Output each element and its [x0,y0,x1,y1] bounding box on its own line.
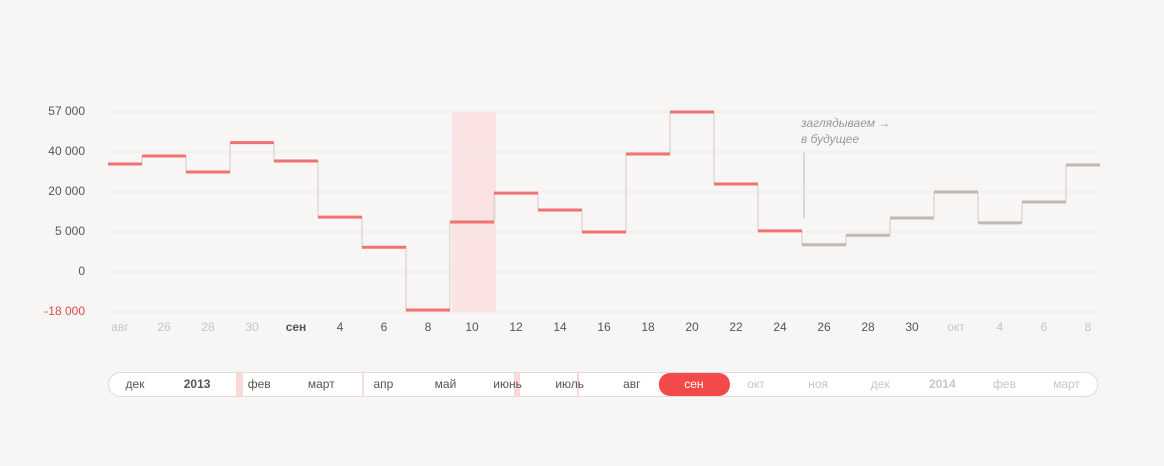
highlight-band [452,112,496,312]
y-tick-label: 40 000 [48,144,85,158]
x-tick-label: 8 [1085,320,1092,334]
timeline-item[interactable]: фев [248,377,271,391]
y-tick-label: 20 000 [48,184,85,198]
x-tick-label: сен [286,320,307,334]
x-tick-label: 6 [1041,320,1048,334]
timeline-item[interactable]: март [1053,377,1080,391]
x-tick-label: 28 [861,320,875,334]
x-tick-label: 30 [905,320,919,334]
x-tick-label: 24 [773,320,787,334]
x-tick-label: 28 [201,320,215,334]
x-tick-label: 30 [245,320,259,334]
timeline-item[interactable]: ноя [808,377,828,391]
timeline-item[interactable]: авг [623,377,641,391]
timeline-item[interactable]: дек [126,377,146,391]
timeline-item[interactable]: фев [993,377,1016,391]
y-tick-label: 5 000 [55,224,85,238]
timeline-item[interactable]: дек [871,377,891,391]
x-tick-label: 22 [729,320,743,334]
timeline-item[interactable]: сен [684,377,703,391]
x-tick-label: 4 [337,320,344,334]
timeline-selected[interactable] [658,373,730,396]
timeline-marker [236,373,243,396]
annotation: в будущее [801,132,859,146]
timeline-item[interactable]: июль [555,377,584,391]
x-tick-label: 4 [997,320,1004,334]
timeline-item[interactable]: март [308,377,335,391]
x-tick-label: 26 [817,320,831,334]
y-tick-label: 57 000 [48,104,85,118]
timeline-marker [514,373,520,396]
timeline[interactable] [108,372,1098,397]
x-tick-label: окт [947,320,965,334]
annotation: заглядываем → [800,116,890,130]
timeline-item[interactable]: 2013 [184,377,211,391]
x-tick-label: 26 [157,320,171,334]
y-tick-label: -18 000 [44,304,85,318]
timeline-item[interactable]: июнь [493,377,522,391]
x-tick-label: авг [111,320,129,334]
x-tick-label: 18 [641,320,655,334]
x-tick-label: 10 [465,320,479,334]
timeline-item[interactable]: май [435,377,457,391]
x-tick-label: 14 [553,320,567,334]
timeline-item[interactable]: 2014 [929,377,956,391]
x-tick-label: 16 [597,320,611,334]
timeline-item[interactable]: апр [373,377,393,391]
x-tick-label: 12 [509,320,523,334]
x-tick-label: 8 [425,320,432,334]
timeline-item[interactable]: окт [747,377,765,391]
x-tick-label: 20 [685,320,699,334]
y-tick-label: 0 [78,264,85,278]
x-tick-label: 6 [381,320,388,334]
